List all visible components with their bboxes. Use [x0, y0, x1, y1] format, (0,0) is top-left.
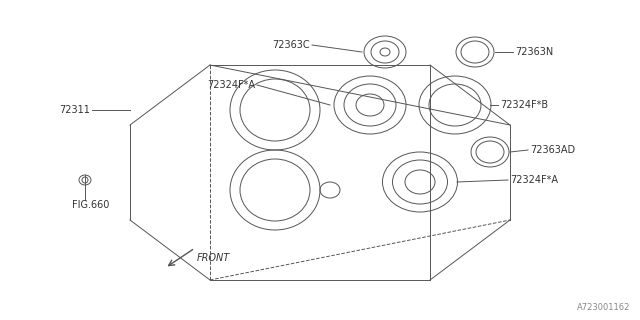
Text: 72363AD: 72363AD [530, 145, 575, 155]
Text: FRONT: FRONT [197, 253, 230, 263]
Text: A723001162: A723001162 [577, 303, 630, 312]
Text: 72324F*B: 72324F*B [500, 100, 548, 110]
Text: 72324F*A: 72324F*A [510, 175, 558, 185]
Text: FIG.660: FIG.660 [72, 200, 109, 210]
Text: 72324F*A: 72324F*A [207, 80, 255, 90]
Text: 72311: 72311 [59, 105, 90, 115]
Text: 72363N: 72363N [515, 47, 553, 57]
Text: 72363C: 72363C [273, 40, 310, 50]
